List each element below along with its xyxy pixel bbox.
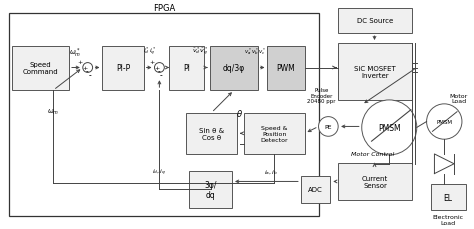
- Text: PMSM: PMSM: [436, 120, 452, 125]
- Text: dq/3φ: dq/3φ: [223, 64, 245, 73]
- Text: -: -: [86, 67, 89, 76]
- Bar: [102, 47, 144, 91]
- Bar: [338, 44, 412, 101]
- Text: -: -: [88, 71, 91, 79]
- Text: +: +: [149, 60, 154, 65]
- Text: +: +: [82, 65, 87, 70]
- Text: PI: PI: [183, 64, 190, 73]
- Circle shape: [155, 63, 164, 73]
- Text: 3φ/
dq: 3φ/ dq: [204, 180, 217, 199]
- Text: ADC: ADC: [308, 186, 323, 192]
- Text: Pulse
Encoder
20480 ppr: Pulse Encoder 20480 ppr: [307, 87, 336, 104]
- Text: Electronic
Load: Electronic Load: [433, 214, 464, 225]
- Text: Motor
Load: Motor Load: [450, 93, 468, 104]
- Text: $v_a^* v_b^* v_c^*$: $v_a^* v_b^* v_c^*$: [244, 46, 266, 57]
- Text: Motor Control: Motor Control: [351, 152, 394, 157]
- Text: $i_a, i_b$: $i_a, i_b$: [264, 167, 278, 176]
- Circle shape: [362, 101, 417, 155]
- Bar: [338, 163, 412, 200]
- Bar: [244, 113, 305, 154]
- Text: -: -: [157, 67, 160, 76]
- Text: DC Source: DC Source: [357, 18, 393, 24]
- Text: -: -: [160, 71, 163, 79]
- Text: $\bar{v}_d^*\bar{v}_q^*$: $\bar{v}_d^*\bar{v}_q^*$: [192, 46, 209, 58]
- Text: $\omega_m^*$: $\omega_m^*$: [69, 47, 81, 60]
- Circle shape: [427, 104, 462, 140]
- Bar: [430, 185, 466, 210]
- Bar: [338, 8, 412, 34]
- Text: EL: EL: [444, 193, 453, 202]
- Text: SiC MOSFET
Inverter: SiC MOSFET Inverter: [354, 66, 396, 79]
- Text: PMSM: PMSM: [378, 123, 401, 132]
- Text: $\omega_m$: $\omega_m$: [47, 108, 59, 117]
- Text: $\theta$: $\theta$: [237, 108, 244, 119]
- Bar: [12, 47, 69, 91]
- Bar: [169, 47, 204, 91]
- Bar: [9, 14, 319, 216]
- Text: +: +: [77, 60, 82, 65]
- Text: PE: PE: [325, 124, 332, 129]
- Text: +: +: [154, 65, 159, 70]
- Text: PWM: PWM: [277, 64, 295, 73]
- Bar: [267, 47, 305, 91]
- Text: Sin θ &
Cos θ: Sin θ & Cos θ: [199, 127, 224, 140]
- Text: PI-P: PI-P: [116, 64, 130, 73]
- Text: Speed &
Position
Detector: Speed & Position Detector: [261, 125, 288, 142]
- Text: Current
Sensor: Current Sensor: [362, 175, 388, 188]
- Bar: [186, 113, 237, 154]
- Bar: [189, 171, 232, 208]
- Text: FPGA: FPGA: [153, 3, 175, 12]
- Circle shape: [83, 63, 92, 73]
- Bar: [301, 176, 330, 203]
- Circle shape: [319, 117, 338, 137]
- Bar: [210, 47, 258, 91]
- Text: $i_d^* i_q^*$: $i_d^* i_q^*$: [143, 46, 156, 58]
- Text: $i_d, i_q$: $i_d, i_q$: [152, 167, 166, 177]
- Text: Speed
Command: Speed Command: [23, 62, 58, 75]
